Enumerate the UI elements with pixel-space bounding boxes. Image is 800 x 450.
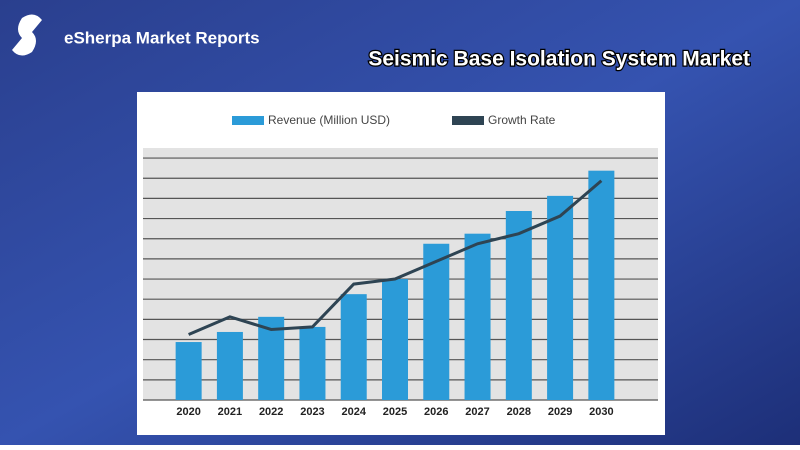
chart-title: Seismic Base Isolation System Market [368,48,750,71]
x-tick-label: 2027 [465,406,489,418]
bar [588,170,615,400]
legend-label: Growth Rate [488,113,556,127]
chart: 2020 2021 2022 2023 2024 2025 2026 2027 2028 2029… [143,113,658,418]
bar [216,331,243,400]
growth-line [188,179,603,336]
x-tick-label: 2025 [383,406,407,418]
x-tick-label: 2030 [589,406,613,418]
x-tick-label: 2020 [176,406,200,418]
logo [12,14,42,56]
bar [340,294,367,400]
bar [175,342,202,400]
x-tick-label: 2022 [259,406,283,418]
bar [464,233,491,400]
legend-swatch [452,116,484,125]
x-tick-label: 2023 [300,406,324,418]
bar [382,279,408,400]
x-tick-label: 2021 [218,406,242,418]
legend-label: Revenue (Million USD) [268,113,390,127]
x-tick-label: 2026 [424,406,448,418]
x-tick-label: 2029 [548,406,572,418]
legend-swatch [232,116,264,125]
brand: eSherpa Market Reports [64,28,260,47]
x-tick-label: 2024 [341,406,366,418]
bar [505,211,532,400]
x-tick-label: 2028 [507,406,531,418]
bar [547,195,574,400]
bar [423,243,450,400]
bar [299,326,326,400]
